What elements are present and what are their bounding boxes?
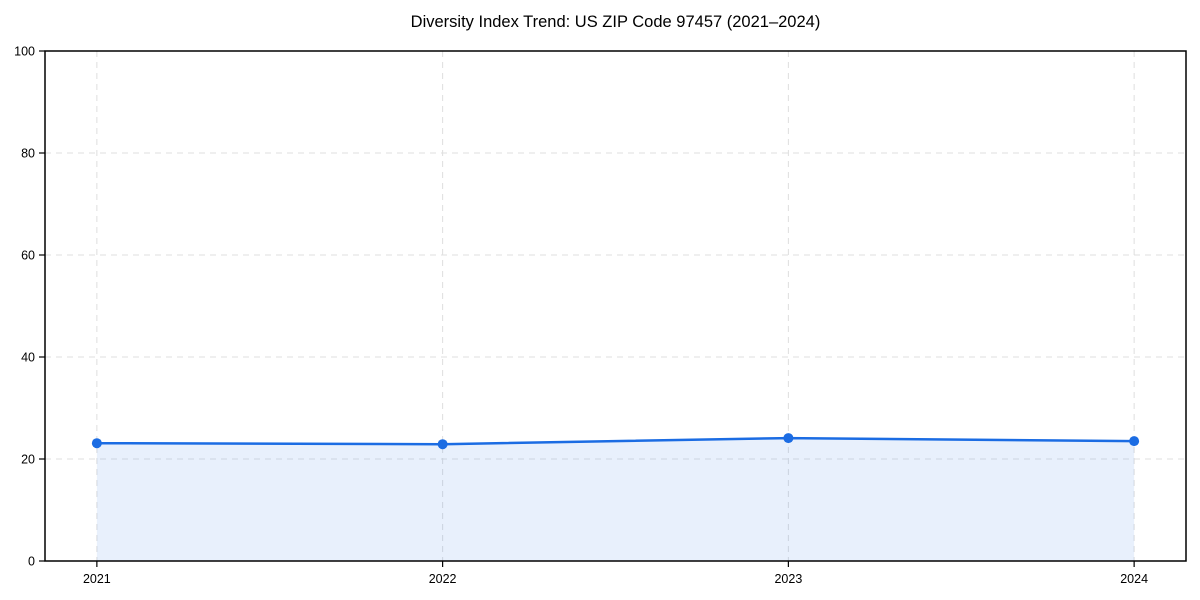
data-point-marker	[437, 439, 448, 450]
x-tick-label: 2024	[1120, 572, 1148, 586]
y-tick-label: 20	[21, 453, 35, 467]
area-fill	[96, 438, 1135, 561]
y-tick-label: 40	[21, 351, 35, 365]
chart-title: Diversity Index Trend: US ZIP Code 97457…	[410, 13, 821, 31]
trend-line	[95, 436, 1136, 446]
x-tick-label: 2022	[429, 572, 457, 586]
y-tick-label: 100	[14, 45, 35, 59]
x-tick-label: 2021	[83, 572, 111, 586]
y-tick-label: 80	[21, 147, 35, 161]
data-point-marker	[91, 438, 102, 449]
x-tick-label: 2023	[774, 572, 802, 586]
y-tick-label: 60	[21, 249, 35, 263]
y-tick-label: 0	[28, 555, 35, 569]
data-point-marker	[1129, 436, 1140, 447]
plot-border	[44, 50, 1187, 562]
data-point-marker	[783, 433, 794, 444]
